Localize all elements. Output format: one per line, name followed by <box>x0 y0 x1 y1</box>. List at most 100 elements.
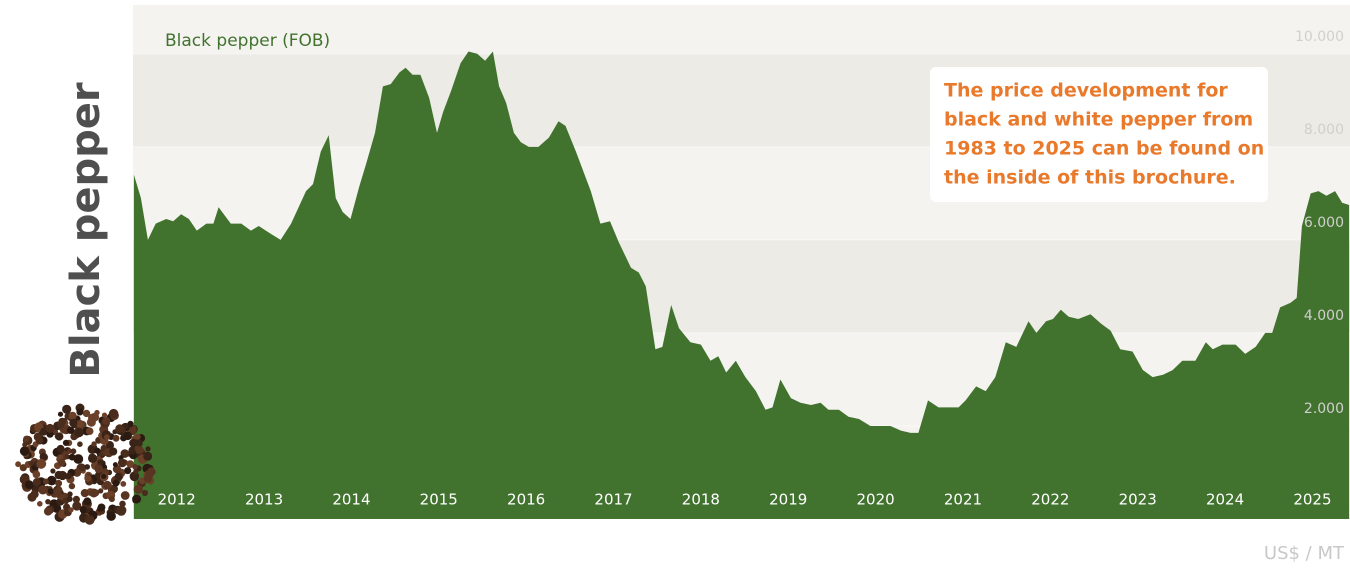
peppercorn <box>48 488 54 494</box>
peppercorn <box>69 483 75 489</box>
peppercorn <box>69 454 76 461</box>
peppercorn <box>135 434 141 440</box>
x-tick-label: 2022 <box>1031 491 1069 509</box>
peppercorn <box>67 427 74 434</box>
x-tick-label: 2020 <box>857 491 895 509</box>
peppercorn <box>36 437 44 445</box>
peppercorn <box>121 491 130 500</box>
x-tick-label: 2024 <box>1206 491 1244 509</box>
peppercorn <box>83 497 91 505</box>
peppercorn <box>84 475 91 482</box>
x-tick-label: 2018 <box>682 491 720 509</box>
peppercorn <box>85 515 95 525</box>
peppercorn <box>63 440 69 446</box>
peppercorn <box>88 454 97 463</box>
peppercorn <box>145 446 150 451</box>
peppercorn <box>76 420 84 428</box>
peppercorn <box>86 427 94 435</box>
peppercorn <box>23 436 29 442</box>
x-tick-label: 2021 <box>944 491 982 509</box>
annotation-line: black and white pepper from <box>944 109 1253 131</box>
peppercorn <box>58 459 66 467</box>
peppercorn <box>44 507 52 515</box>
peppercorn <box>132 495 141 504</box>
peppercorn <box>87 418 96 427</box>
peppercorn <box>53 489 58 494</box>
peppercorn <box>102 417 110 425</box>
peppercorn <box>40 430 46 436</box>
y-tick-label: 10.000 <box>1295 29 1344 45</box>
peppercorn <box>105 482 112 489</box>
annotation-line: The price development for <box>944 80 1228 102</box>
x-tick-label: 2014 <box>332 491 370 509</box>
peppercorn <box>68 507 73 512</box>
peppercorn <box>98 488 103 493</box>
peppercorn <box>43 479 49 485</box>
peppercorn <box>115 473 123 481</box>
x-tick-label: 2017 <box>594 491 632 509</box>
peppercorn <box>142 490 148 496</box>
chart: 2.000 4.000 6.000 8.000 10.000 2012 2013 2014 20… <box>0 0 1350 569</box>
peppercorn <box>107 512 116 521</box>
peppercorn <box>134 485 143 494</box>
annotation-line: the inside of this brochure. <box>944 167 1236 189</box>
x-tick-label: 2013 <box>245 491 283 509</box>
y-tick-label: 6.000 <box>1304 215 1344 231</box>
peppercorn <box>97 506 102 511</box>
peppercorn <box>77 441 83 447</box>
peppercorn <box>29 460 35 466</box>
y-tick-label: 8.000 <box>1304 122 1344 138</box>
peppercorn <box>37 501 43 507</box>
peppercorn <box>33 471 41 479</box>
peppercorn <box>28 493 37 502</box>
x-tick-label: 2016 <box>507 491 545 509</box>
peppercorn <box>33 478 41 486</box>
x-tick-label: 2023 <box>1119 491 1157 509</box>
peppercorn <box>113 480 120 487</box>
peppercorn <box>50 468 55 473</box>
peppercorn <box>81 489 89 497</box>
peppercorn <box>67 491 72 496</box>
peppercorn <box>20 446 30 456</box>
peppercorn <box>57 422 64 429</box>
peppercorn <box>55 432 63 440</box>
annotation-line: 1983 to 2025 can be found on <box>944 138 1264 160</box>
x-tick-label: 2015 <box>420 491 458 509</box>
peppercorn <box>120 481 126 487</box>
peppercorn <box>143 452 152 461</box>
peppercorn <box>113 462 118 467</box>
peppercorn <box>91 441 96 446</box>
peppercorn <box>102 413 107 418</box>
peppercorn <box>55 480 62 487</box>
chart-title: Black pepper <box>63 82 109 378</box>
peppercorn <box>22 442 27 447</box>
x-tick-label: 2019 <box>769 491 807 509</box>
peppercorn <box>109 496 115 502</box>
peppercorn <box>75 428 84 437</box>
peppercorn <box>46 424 55 433</box>
peppercorn <box>45 499 50 504</box>
x-tick-label: 2012 <box>158 491 196 509</box>
peppercorn <box>15 461 21 467</box>
y-tick-label: 2.000 <box>1304 401 1344 417</box>
peppercorn <box>101 474 106 479</box>
peppercorn <box>76 409 83 416</box>
y-tick-label: 4.000 <box>1304 308 1344 324</box>
peppercorn <box>57 445 65 453</box>
peppercorn <box>71 448 77 454</box>
peppercorn <box>80 466 86 472</box>
peppercorn <box>80 506 87 513</box>
peppercorn <box>133 469 138 474</box>
peppercorn <box>144 475 152 483</box>
unit-label: US$ / MT <box>1264 543 1345 564</box>
peppercorn <box>124 467 131 474</box>
peppercorn <box>95 465 103 473</box>
peppercorn <box>113 435 120 442</box>
peppercorn <box>36 459 46 469</box>
peppercorn <box>94 410 99 415</box>
peppercorn <box>115 424 124 433</box>
peppercorn <box>124 432 132 440</box>
peppercorn <box>136 446 144 454</box>
x-tick-label: 2025 <box>1293 491 1331 509</box>
peppercorn <box>58 412 63 417</box>
